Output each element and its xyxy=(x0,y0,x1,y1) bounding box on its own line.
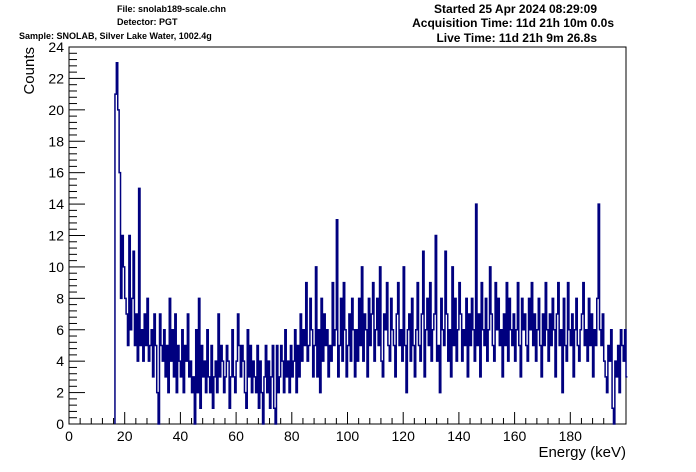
y-tick-label: 4 xyxy=(56,353,64,369)
y-tick-label: 16 xyxy=(48,165,64,181)
y-tick-label: 20 xyxy=(48,102,64,118)
x-axis-label: Energy (keV) xyxy=(538,444,626,461)
detector-label: Detector: PGT xyxy=(117,17,178,27)
y-tick-label: 12 xyxy=(48,228,64,244)
live-time-label: Live Time: 11d 21h 9m 26.8s xyxy=(436,31,597,45)
y-tick-label: 6 xyxy=(56,322,64,338)
x-tick-label: 80 xyxy=(284,428,300,444)
y-axis-label: Counts xyxy=(21,47,38,95)
y-tick-label: 22 xyxy=(48,70,64,86)
x-tick-label: 140 xyxy=(447,428,471,444)
y-tick-label: 8 xyxy=(56,290,64,306)
x-tick-label: 20 xyxy=(117,428,133,444)
file-label: File: snolab189-scale.chn xyxy=(117,4,227,14)
y-tick-label: 0 xyxy=(56,416,64,432)
x-tick-label: 40 xyxy=(173,428,189,444)
x-tick-label: 60 xyxy=(228,428,244,444)
y-tick-label: 18 xyxy=(48,133,64,149)
spectrum-histogram-line xyxy=(114,61,628,425)
axis-ticks xyxy=(68,46,627,425)
x-tick-label: 120 xyxy=(392,428,416,444)
y-tick-label: 24 xyxy=(48,39,64,55)
x-tick-label: 160 xyxy=(503,428,527,444)
x-tick-label: 0 xyxy=(65,428,73,444)
axis-tick-labels: 0 20 40 60 80 100 120 140 160 1800246810121416182… xyxy=(48,39,582,444)
y-tick-label: 14 xyxy=(48,196,64,212)
sample-label: Sample: SNOLAB, Silver Lake Water, 1002.… xyxy=(19,31,212,41)
x-tick-label: 180 xyxy=(559,428,583,444)
acquisition-time-label: Acquisition Time: 11d 21h 10m 0.0s xyxy=(412,16,614,30)
started-label: Started 25 Apr 2024 08:29:09 xyxy=(434,2,597,16)
y-tick-label: 2 xyxy=(56,385,64,401)
y-tick-label: 10 xyxy=(48,259,64,275)
x-tick-label: 100 xyxy=(336,428,360,444)
